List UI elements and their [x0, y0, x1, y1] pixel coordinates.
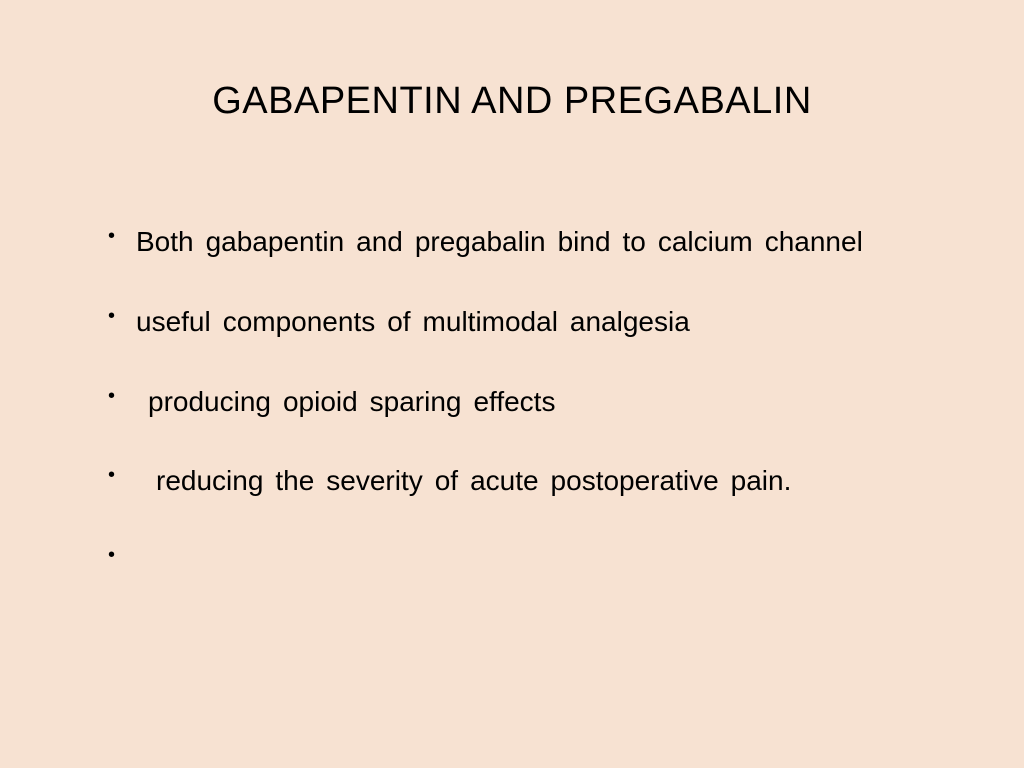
- bullet-item: producing opioid sparing effects: [108, 383, 934, 421]
- slide-container: GABAPENTIN AND PREGABALIN Both gabapenti…: [0, 0, 1024, 768]
- bullet-item: useful components of multimodal analgesi…: [108, 303, 934, 341]
- slide-title: GABAPENTIN AND PREGABALIN: [90, 80, 934, 123]
- bullet-list: Both gabapentin and pregabalin bind to c…: [90, 223, 934, 570]
- bullet-item: [108, 542, 934, 570]
- bullet-item: Both gabapentin and pregabalin bind to c…: [108, 223, 934, 261]
- bullet-item: reducing the severity of acute postopera…: [108, 462, 934, 500]
